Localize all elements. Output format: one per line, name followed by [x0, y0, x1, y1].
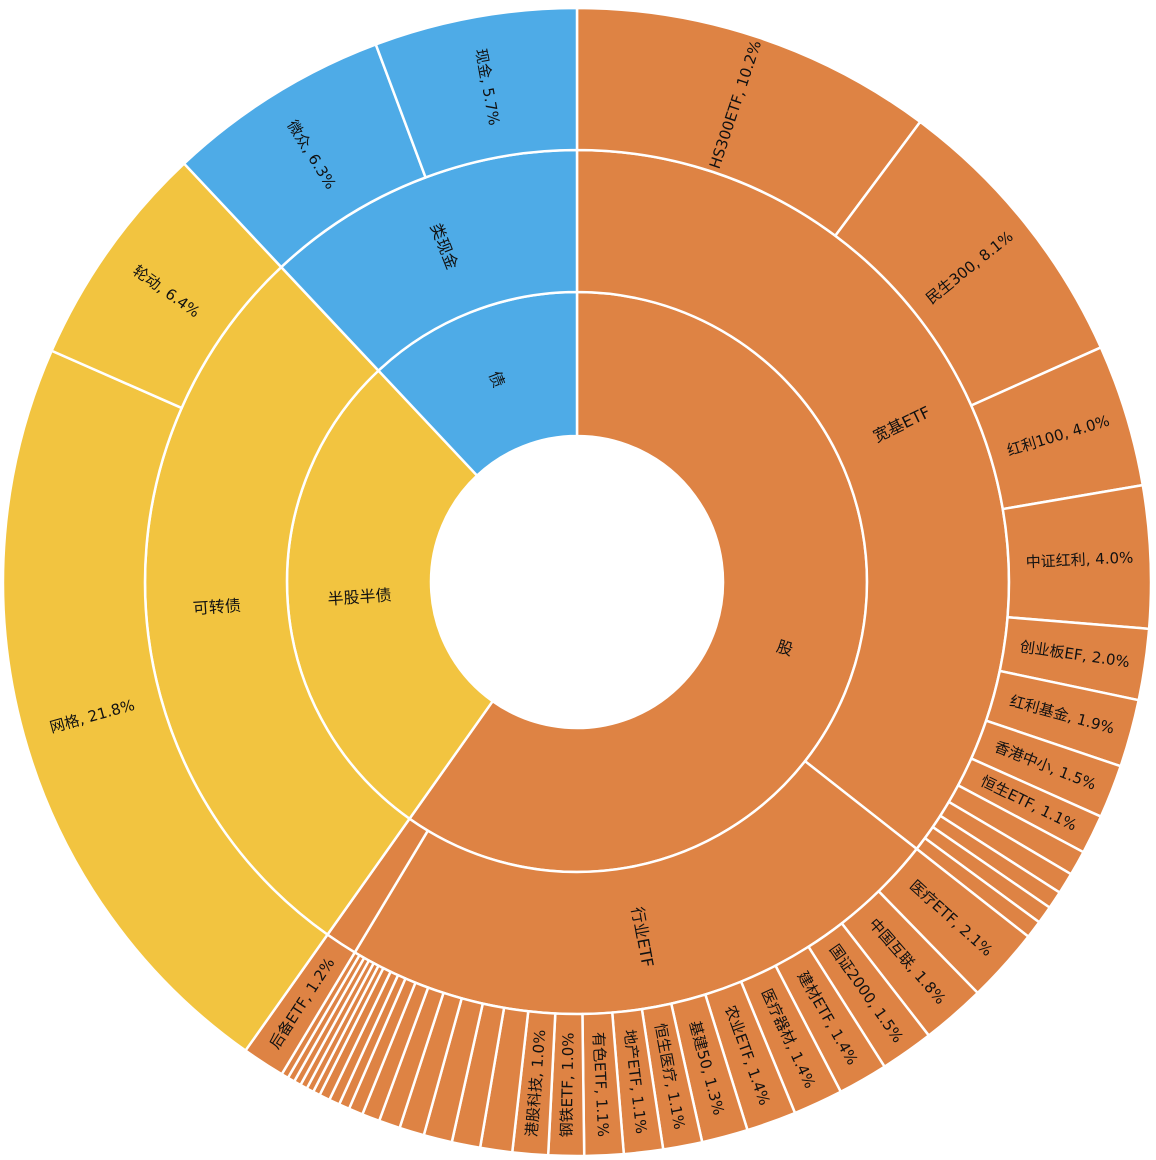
- ring-3-slice-label: 有色ETF, 1.1%: [589, 1032, 612, 1138]
- ring-2-slice-label: 可转债: [192, 596, 241, 618]
- ring-1-slice-label: 股: [774, 637, 795, 660]
- ring-3-slice: [1, 349, 329, 1052]
- ring-1-slice-label: 债: [485, 368, 509, 390]
- slice-layer: [1, 6, 1153, 1158]
- ring-3-slice: [374, 6, 579, 179]
- ring-1-slice-label: 半股半债: [327, 585, 392, 608]
- ring-3-slice-label: 中证红利, 4.0%: [1025, 549, 1133, 572]
- ring-3-slice-label: 钢铁ETF, 1.0%: [558, 1032, 578, 1137]
